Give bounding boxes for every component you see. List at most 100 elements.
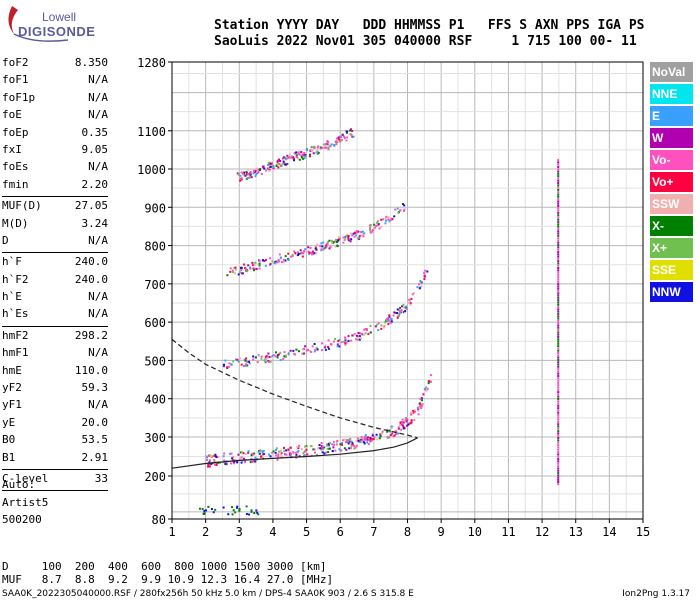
echo-point bbox=[395, 433, 398, 436]
echo-point bbox=[388, 315, 391, 318]
echo-point bbox=[380, 225, 383, 228]
echo-point bbox=[327, 347, 330, 350]
vertical-echo-point bbox=[557, 372, 560, 375]
echo-point bbox=[242, 452, 245, 455]
echo-point bbox=[395, 430, 398, 433]
echo-point bbox=[295, 154, 298, 157]
echo-point bbox=[339, 140, 342, 143]
legend-item-nne: NNE bbox=[650, 84, 693, 104]
x-tick-label: 2 bbox=[202, 525, 209, 539]
echo-point bbox=[364, 434, 367, 437]
echo-point bbox=[389, 317, 392, 320]
echo-point bbox=[402, 427, 405, 430]
echo-point bbox=[298, 152, 301, 155]
chart-grid bbox=[171, 62, 644, 519]
echo-point bbox=[287, 448, 290, 451]
echo-point bbox=[350, 128, 353, 131]
param-row: foEs N/A bbox=[2, 160, 108, 177]
echo-point bbox=[284, 259, 287, 262]
echo-point bbox=[356, 338, 359, 341]
vertical-echo-point bbox=[557, 312, 560, 315]
echo-point bbox=[226, 274, 229, 277]
echo-point bbox=[400, 420, 403, 423]
echo-point bbox=[352, 135, 355, 138]
echo-point bbox=[407, 301, 410, 304]
echo-point bbox=[283, 446, 286, 449]
vertical-echo-point bbox=[557, 175, 560, 178]
echo-point bbox=[338, 138, 341, 141]
echo-point bbox=[316, 149, 319, 152]
echo-point bbox=[413, 409, 416, 412]
vertical-echo-point bbox=[557, 202, 560, 205]
echo-point bbox=[301, 348, 304, 351]
vertical-echo-point bbox=[557, 451, 560, 454]
echo-point bbox=[276, 356, 279, 359]
echo-point bbox=[265, 355, 268, 358]
echo-point bbox=[319, 244, 322, 247]
echo-point bbox=[208, 461, 211, 464]
vertical-echo-point bbox=[557, 225, 560, 228]
echo-point bbox=[401, 305, 404, 308]
echo-point bbox=[288, 453, 291, 456]
echo-point bbox=[284, 163, 287, 166]
vertical-echo-point bbox=[557, 283, 560, 286]
x-tick-label: 5 bbox=[303, 525, 310, 539]
echo-point bbox=[252, 355, 255, 358]
param-value: 0.35 bbox=[81, 125, 109, 139]
param-value: N/A bbox=[88, 90, 108, 104]
echo-point bbox=[252, 172, 255, 175]
echo-point bbox=[283, 450, 286, 453]
param-label: hmF1 bbox=[2, 346, 29, 360]
echo-point bbox=[237, 172, 240, 175]
echo-point bbox=[400, 309, 403, 312]
echo-point bbox=[321, 348, 324, 351]
echo-point bbox=[264, 264, 267, 267]
echo-point bbox=[289, 349, 292, 352]
echo-point bbox=[347, 237, 350, 240]
echo-point bbox=[313, 343, 316, 346]
echo-point bbox=[407, 423, 410, 426]
vertical-echo-point bbox=[557, 200, 560, 203]
vertical-echo-point bbox=[557, 296, 560, 299]
logo-line2: DIGISONDE bbox=[18, 24, 96, 39]
vertical-echo-point bbox=[557, 227, 560, 230]
echo-point bbox=[282, 261, 285, 264]
digisonde-logo: Lowell DIGISONDE bbox=[4, 4, 104, 44]
echo-point bbox=[300, 157, 303, 160]
echo-point bbox=[246, 270, 249, 273]
echo-point bbox=[239, 266, 242, 269]
echo-point bbox=[308, 155, 311, 158]
echo-point bbox=[400, 428, 403, 431]
echo-point bbox=[351, 130, 354, 133]
echo-point bbox=[326, 240, 329, 243]
echo-point bbox=[257, 513, 260, 516]
echo-point bbox=[283, 453, 286, 456]
echo-point bbox=[340, 341, 343, 344]
echo-point bbox=[320, 442, 323, 445]
echo-point bbox=[246, 360, 249, 363]
echo-point bbox=[358, 440, 361, 443]
echo-point bbox=[390, 427, 393, 430]
echo-point bbox=[369, 438, 372, 441]
echo-point bbox=[231, 456, 234, 459]
echo-point bbox=[226, 366, 229, 369]
echo-point bbox=[247, 264, 250, 267]
echo-point bbox=[385, 319, 388, 322]
echo-point bbox=[309, 251, 312, 254]
echo-point bbox=[311, 145, 314, 148]
echo-point bbox=[214, 453, 217, 456]
echo-point bbox=[315, 453, 318, 456]
echo-point bbox=[337, 236, 340, 239]
echo-point bbox=[257, 263, 260, 266]
echo-point bbox=[215, 455, 218, 458]
echo-point bbox=[249, 461, 252, 464]
echo-point bbox=[365, 328, 368, 331]
header-line2: SaoLuis 2022 Nov01 305 040000 RSF 1 715 … bbox=[214, 34, 637, 49]
echo-point bbox=[238, 507, 241, 510]
echo-point bbox=[276, 458, 279, 461]
echo-point bbox=[388, 429, 391, 432]
echo-point bbox=[367, 332, 370, 335]
x-tick-label: 9 bbox=[438, 525, 445, 539]
echo-point bbox=[240, 268, 243, 271]
vertical-echo-point bbox=[557, 257, 560, 260]
